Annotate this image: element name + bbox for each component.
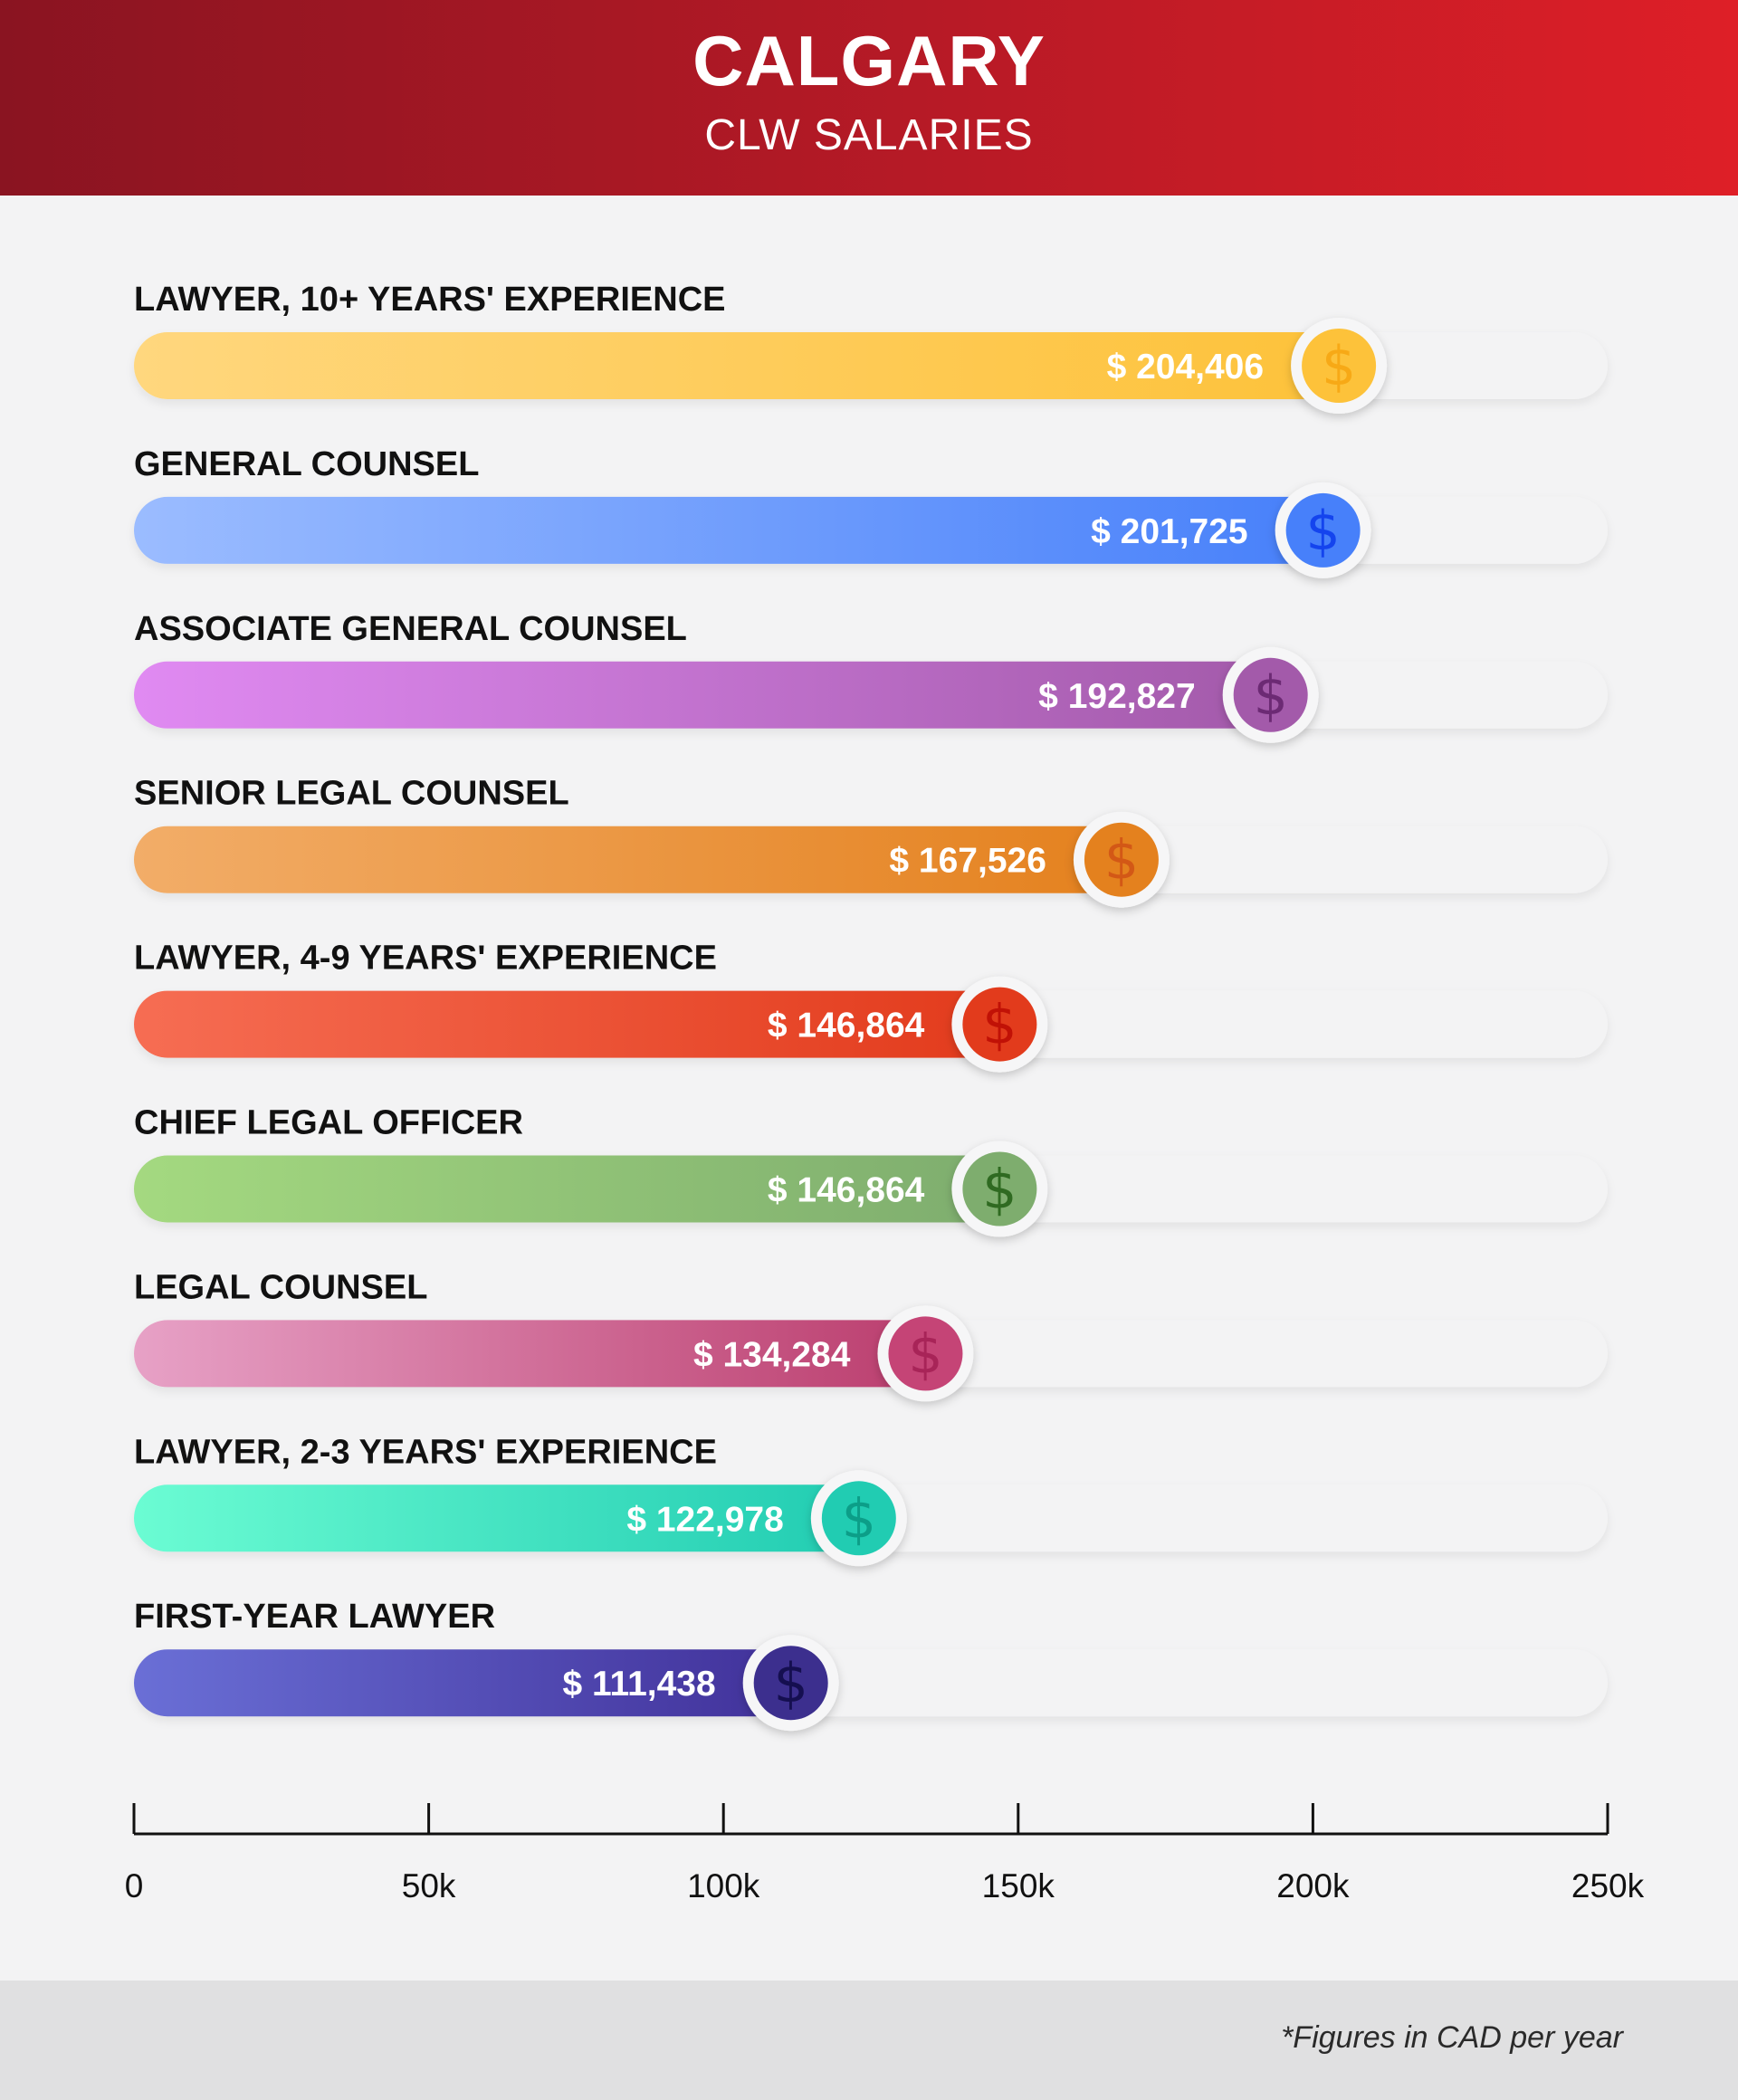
dollar-symbol: $ bbox=[1104, 829, 1139, 892]
dollar-icon: $ bbox=[1291, 318, 1388, 414]
x-tick-label: 100k bbox=[687, 1867, 760, 1904]
dollar-symbol: $ bbox=[1254, 664, 1288, 728]
dollar-symbol: $ bbox=[842, 1487, 876, 1551]
bar-row: LAWYER, 10+ YEARS' EXPERIENCE $ 204,406 $ bbox=[134, 281, 1608, 414]
x-tick-label: 0 bbox=[125, 1867, 144, 1904]
x-tick-label: 50k bbox=[402, 1867, 456, 1904]
chart-header: CALGARY CLW SALARIES bbox=[0, 0, 1738, 196]
chart-title: CALGARY bbox=[692, 21, 1046, 100]
badge-fill bbox=[962, 1151, 1037, 1227]
category-label: ASSOCIATE GENERAL COUNSEL bbox=[134, 610, 687, 648]
value-label: $ 201,725 bbox=[1091, 512, 1248, 551]
value-label: $ 204,406 bbox=[1107, 348, 1265, 387]
bar bbox=[134, 990, 1000, 1058]
category-label: SENIOR LEGAL COUNSEL bbox=[134, 775, 569, 813]
bar-row: FIRST-YEAR LAWYER $ 111,438 $ bbox=[134, 1598, 1608, 1732]
dollar-icon: $ bbox=[951, 1141, 1048, 1237]
dollar-symbol: $ bbox=[774, 1652, 808, 1715]
dollar-symbol: $ bbox=[982, 1159, 1017, 1222]
bar-row: LAWYER, 4-9 YEARS' EXPERIENCE $ 146,864 $ bbox=[134, 940, 1608, 1073]
dollar-icon: $ bbox=[1222, 646, 1319, 743]
badge-fill bbox=[962, 987, 1037, 1062]
bar bbox=[134, 826, 1122, 893]
dollar-symbol: $ bbox=[1322, 335, 1356, 398]
badge-fill bbox=[1233, 657, 1308, 732]
bar bbox=[134, 1484, 859, 1552]
dollar-symbol: $ bbox=[1306, 500, 1341, 563]
bar bbox=[134, 332, 1340, 399]
category-label: CHIEF LEGAL OFFICER bbox=[134, 1104, 523, 1142]
badge-fill bbox=[1302, 329, 1377, 403]
value-label: $ 146,864 bbox=[768, 1007, 925, 1045]
x-axis: 0 50k 100k 150k 200k 250k bbox=[125, 1803, 1645, 1904]
value-label: $ 134,284 bbox=[693, 1335, 851, 1374]
dollar-icon: $ bbox=[1275, 482, 1371, 578]
footer-bar: *Figures in CAD per year bbox=[0, 1981, 1738, 2100]
value-label: $ 192,827 bbox=[1038, 677, 1196, 716]
dollar-symbol: $ bbox=[908, 1322, 942, 1386]
value-label: $ 167,526 bbox=[889, 842, 1046, 881]
category-label: GENERAL COUNSEL bbox=[134, 445, 479, 483]
bar-row: SENIOR LEGAL COUNSEL $ 167,526 $ bbox=[134, 775, 1608, 908]
bar bbox=[134, 1320, 926, 1388]
category-label: FIRST-YEAR LAWYER bbox=[134, 1598, 495, 1636]
dollar-icon: $ bbox=[951, 976, 1048, 1073]
bar-row: LAWYER, 2-3 YEARS' EXPERIENCE $ 122,978 $ bbox=[134, 1433, 1608, 1567]
salary-bar-chart: LAWYER, 10+ YEARS' EXPERIENCE$ 204,406 $G… bbox=[125, 281, 1645, 1904]
x-tick-label: 150k bbox=[982, 1867, 1055, 1904]
dollar-icon: $ bbox=[877, 1305, 974, 1402]
badge-fill bbox=[753, 1646, 828, 1721]
x-tick-label: 250k bbox=[1571, 1867, 1645, 1904]
x-tick-label: 200k bbox=[1276, 1867, 1350, 1904]
value-label: $ 146,864 bbox=[768, 1171, 925, 1210]
dollar-icon: $ bbox=[1073, 811, 1170, 908]
bar-row: LEGAL COUNSEL $ 134,284 $ bbox=[134, 1268, 1608, 1402]
bar bbox=[134, 661, 1271, 729]
bar bbox=[134, 496, 1323, 564]
badge-fill bbox=[888, 1316, 963, 1391]
category-label: LAWYER, 4-9 YEARS' EXPERIENCE bbox=[134, 940, 717, 978]
bar-row: CHIEF LEGAL OFFICER $ 146,864 $ bbox=[134, 1104, 1608, 1237]
badge-fill bbox=[821, 1481, 896, 1556]
category-label: LAWYER, 2-3 YEARS' EXPERIENCE bbox=[134, 1433, 717, 1471]
bar-row: GENERAL COUNSEL $ 201,725 $ bbox=[134, 445, 1608, 578]
category-label: LAWYER, 10+ YEARS' EXPERIENCE bbox=[134, 281, 725, 319]
dollar-symbol: $ bbox=[982, 994, 1017, 1057]
dollar-icon: $ bbox=[742, 1635, 839, 1732]
footnote: *Figures in CAD per year bbox=[1281, 2020, 1623, 2055]
value-label: $ 122,978 bbox=[626, 1500, 784, 1539]
value-label: $ 111,438 bbox=[562, 1665, 715, 1704]
bar bbox=[134, 1155, 1000, 1223]
category-label: LEGAL COUNSEL bbox=[134, 1268, 427, 1306]
chart-subtitle: CLW SALARIES bbox=[704, 111, 1034, 159]
badge-fill bbox=[1285, 492, 1361, 568]
dollar-icon: $ bbox=[810, 1470, 907, 1567]
bar-row: ASSOCIATE GENERAL COUNSEL $ 192,827 $ bbox=[134, 610, 1608, 743]
badge-fill bbox=[1084, 822, 1159, 897]
bar bbox=[134, 1649, 791, 1717]
